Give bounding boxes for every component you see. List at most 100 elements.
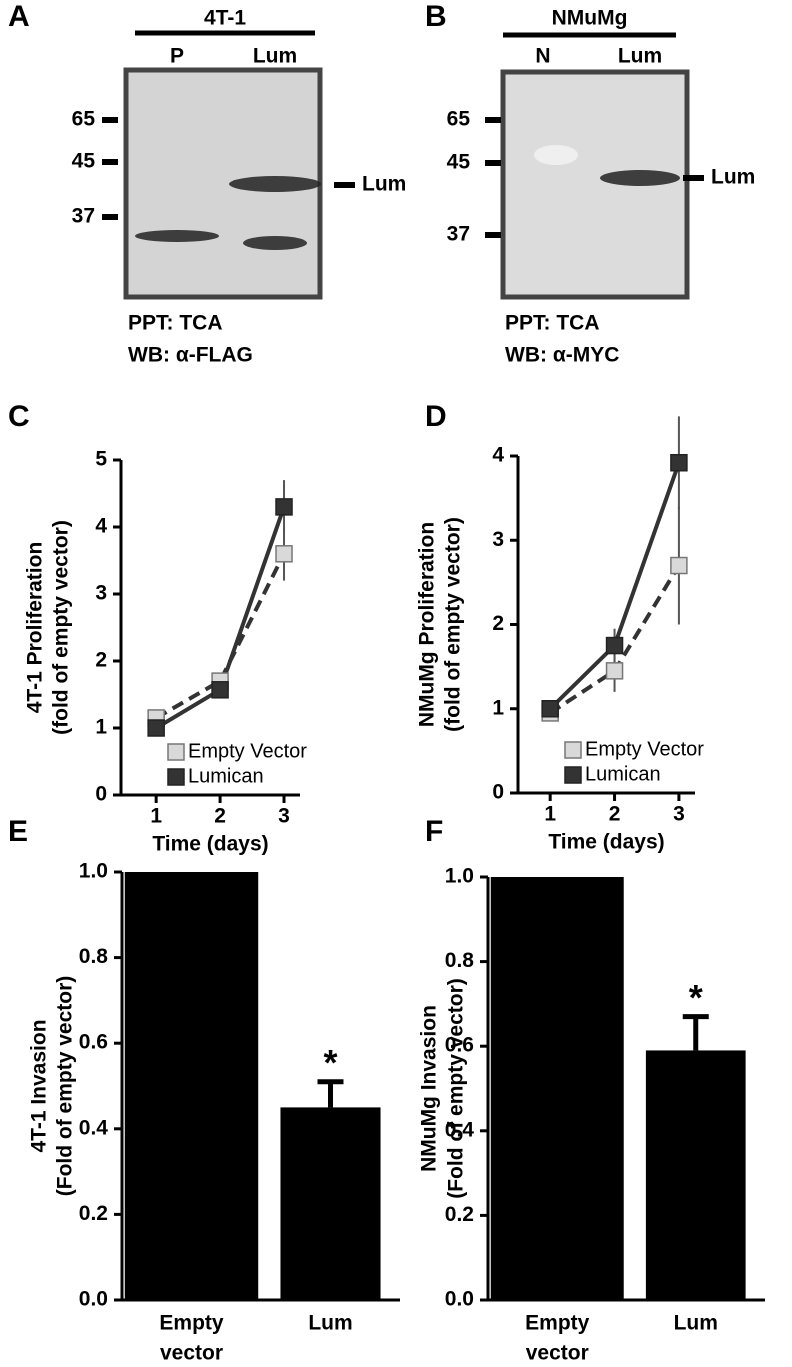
y-tick-label: 3 [95, 582, 107, 605]
marker-label: 65 [72, 108, 96, 131]
x-tick-label: Empty [159, 1312, 224, 1335]
panel-label: A [8, 0, 30, 33]
lane-label: P [170, 45, 184, 68]
x-tick-label: vector [160, 1342, 223, 1365]
significance: * [323, 1042, 337, 1083]
significance: * [689, 977, 703, 1018]
y-tick-label: 0.0 [79, 1288, 108, 1311]
blot-caption: WB: α-FLAG [128, 344, 253, 367]
y-tick-label: 0.6 [79, 1031, 108, 1054]
bar [124, 872, 259, 1300]
x-tick-label: vector [526, 1342, 589, 1365]
y-tick-label: 1.0 [79, 860, 108, 883]
marker-label: 45 [447, 151, 471, 174]
cell-line: NMuMg [552, 7, 628, 30]
blot-caption: PPT: TCA [505, 312, 600, 335]
y-tick-label: 2 [492, 612, 504, 635]
marker-label: 45 [72, 150, 96, 173]
marker [605, 636, 624, 655]
marker-dash [485, 160, 501, 166]
y-tick-label: 0.8 [445, 949, 475, 972]
x-tick-label: 2 [214, 805, 226, 828]
y-tick-label: 4 [492, 444, 504, 467]
marker [275, 545, 293, 563]
x-tick-label: Lum [674, 1312, 718, 1335]
band-label: Lum [711, 166, 755, 189]
panel-label: F [425, 815, 443, 848]
y-tick-label: 3 [492, 528, 504, 551]
band-label: Lum [362, 173, 406, 196]
marker [605, 662, 624, 680]
y-tick-label: 5 [95, 448, 107, 471]
y-tick-label: 1.0 [445, 865, 474, 888]
panel-label: E [8, 815, 28, 848]
band-dash [334, 182, 355, 188]
band-dash [683, 175, 704, 181]
y-axis-label: 4T-1 Proliferation [24, 542, 47, 714]
marker [275, 498, 293, 516]
lane-label: N [535, 45, 550, 68]
bar [645, 1050, 746, 1300]
y-tick-label: 0.6 [445, 1034, 474, 1057]
y-axis-label: (Fold of empty vector) [445, 978, 468, 1199]
legend-label: Empty Vector [585, 738, 704, 760]
x-axis-label: Time (days) [152, 833, 268, 856]
y-axis-label: NMuMg Proliferation [416, 522, 439, 727]
series-line [155, 552, 286, 720]
y-axis-label: (fold of empty vector) [50, 520, 73, 735]
cell-line: 4T-1 [204, 7, 246, 30]
blot-caption: WB: α-MYC [505, 344, 619, 367]
marker-dash [102, 214, 118, 220]
panel-label: B [425, 0, 447, 33]
x-tick-label: 1 [150, 805, 162, 828]
y-tick-label: 0 [95, 783, 107, 806]
marker-dash [102, 159, 118, 165]
bar [490, 877, 624, 1300]
marker [147, 719, 165, 737]
x-tick-label: Lum [308, 1312, 352, 1335]
marker [670, 453, 688, 472]
legend-label: Empty Vector [188, 740, 307, 762]
legend-swatch [564, 766, 582, 784]
band [229, 176, 321, 192]
blot-caption: PPT: TCA [128, 312, 223, 335]
y-tick-label: 4 [95, 515, 107, 538]
marker-label: 37 [447, 223, 470, 246]
panel-label: C [8, 400, 30, 433]
y-axis-label: (fold of empty vector) [442, 517, 465, 732]
band [243, 236, 307, 250]
y-axis-label: 4T-1 Invasion [28, 1019, 51, 1152]
marker-dash [485, 232, 501, 238]
legend-swatch [167, 768, 185, 786]
y-axis-label: (Fold of empty vector) [54, 976, 77, 1197]
y-tick-label: 1 [95, 716, 107, 739]
y-tick-label: 0.2 [445, 1203, 474, 1226]
legend-swatch [564, 741, 582, 759]
y-tick-label: 0.4 [79, 1116, 109, 1139]
marker [211, 681, 229, 699]
bar [280, 1107, 381, 1300]
y-tick-label: 0.8 [79, 945, 109, 968]
x-tick-label: 3 [278, 805, 290, 828]
legend-label: Lumican [188, 765, 264, 787]
legend-label: Lumican [585, 763, 661, 785]
y-tick-label: 0.0 [445, 1288, 474, 1311]
band [600, 170, 680, 186]
y-tick-label: 2 [95, 649, 107, 672]
x-axis-label: Time (days) [548, 831, 664, 854]
spot [534, 145, 578, 165]
y-tick-label: 1 [492, 696, 504, 719]
y-tick-label: 0.2 [79, 1202, 108, 1225]
marker-dash [485, 117, 501, 123]
x-tick-label: 2 [609, 803, 621, 826]
x-tick-label: Empty [525, 1312, 590, 1335]
marker-label: 37 [72, 205, 95, 228]
x-tick-label: 3 [673, 803, 685, 826]
marker [541, 700, 559, 718]
marker-dash [102, 117, 118, 123]
y-tick-label: 0.4 [445, 1118, 475, 1141]
y-tick-label: 0 [492, 781, 504, 804]
marker-label: 65 [447, 108, 471, 131]
marker [670, 556, 688, 575]
